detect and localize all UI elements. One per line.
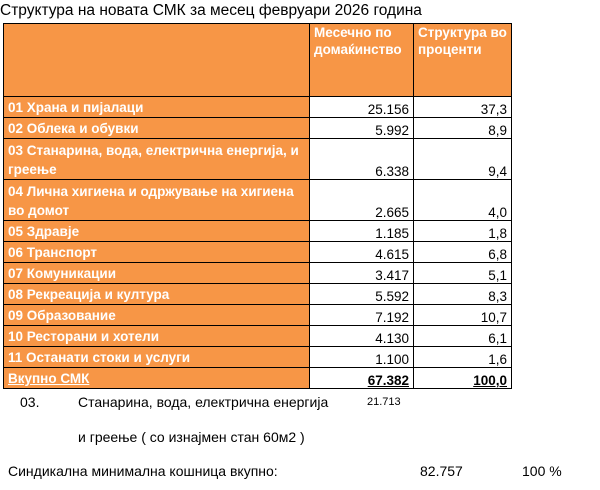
table-row: 09 Образование 7.192 10,7 [3, 304, 512, 326]
page-title: Структура на новата СМК за месец февруар… [0, 2, 422, 19]
note-line-2: и греење ( со изнајмен стан 60м2 ) [78, 429, 305, 445]
row-label: 09 Образование [3, 304, 310, 326]
row-percent: 9,4 [413, 138, 512, 180]
row-value: 4.615 [309, 241, 414, 263]
table-row: 04 Лична хигиена и одржување на хигиена … [3, 179, 512, 221]
total-value: 67.382 [309, 367, 414, 389]
table-row: 10 Ресторани и хотели 4.130 6,1 [3, 325, 512, 347]
row-percent: 8,9 [413, 117, 512, 139]
row-percent: 8,3 [413, 283, 512, 305]
header-blank-cell [3, 23, 310, 97]
row-percent: 6,8 [413, 241, 512, 263]
row-label: 11 Останати стоки и услуги [3, 346, 310, 368]
row-percent: 4,0 [413, 179, 512, 221]
total-percent: 100,0 [413, 367, 512, 389]
row-percent: 1,8 [413, 220, 512, 242]
row-percent: 37,3 [413, 96, 512, 118]
row-value: 2.665 [309, 179, 414, 221]
table-row: 01 Храна и пијалаци 25.156 37,3 [3, 96, 512, 118]
table-total-row: Вкупно СМК 67.382 100,0 [3, 367, 512, 389]
table-row: 05 Здравје 1.185 1,8 [3, 220, 512, 242]
row-label: 04 Лична хигиена и одржување на хигиена … [3, 179, 310, 221]
table-row: 06 Транспорт 4.615 6,8 [3, 241, 512, 263]
table-row: 02 Облека и обувки 5.992 8,9 [3, 117, 512, 139]
smk-structure-table: Месечно по домаќинство Структура во проц… [3, 23, 512, 389]
row-label: 10 Ресторани и хотели [3, 325, 310, 347]
row-value: 6.338 [309, 138, 414, 180]
row-label: 05 Здравје [3, 220, 310, 242]
table-row: 03 Станарина, вода, електрична енергија,… [3, 138, 512, 180]
table-header-row: Месечно по домаќинство Структура во проц… [3, 23, 512, 97]
row-label: 07 Комуникации [3, 262, 310, 284]
row-value: 5.992 [309, 117, 414, 139]
header-monthly-household: Месечно по домаќинство [309, 23, 414, 97]
table-row: 08 Рекреација и култура 5.592 8,3 [3, 283, 512, 305]
note-line-1: Станарина, вода, електрична енергија [78, 394, 329, 410]
row-percent: 6,1 [413, 325, 512, 347]
row-percent: 10,7 [413, 304, 512, 326]
row-value: 4.130 [309, 325, 414, 347]
table-row: 07 Комуникации 3.417 5,1 [3, 262, 512, 284]
note-number: 03. [20, 394, 40, 410]
row-value: 25.156 [309, 96, 414, 118]
row-label: 01 Храна и пијалаци [3, 96, 310, 118]
summary-label: Синдикална минимална кошница вкупно: [8, 463, 278, 479]
summary-percent: 100 % [522, 463, 562, 479]
total-label: Вкупно СМК [3, 367, 310, 389]
row-value: 5.592 [309, 283, 414, 305]
row-value: 1.185 [309, 220, 414, 242]
table-row: 11 Останати стоки и услуги 1.100 1,6 [3, 346, 512, 368]
row-value: 3.417 [309, 262, 414, 284]
row-label: 03 Станарина, вода, електрична енергија,… [3, 138, 310, 180]
header-structure-percent: Структура во проценти [413, 23, 512, 97]
row-percent: 5,1 [413, 262, 512, 284]
row-label: 02 Облека и обувки [3, 117, 310, 139]
row-percent: 1,6 [413, 346, 512, 368]
row-value: 1.100 [309, 346, 414, 368]
row-label: 06 Транспорт [3, 241, 310, 263]
note-value: 21.713 [367, 396, 401, 408]
row-label: 08 Рекреација и култура [3, 283, 310, 305]
summary-value: 82.757 [420, 463, 463, 479]
row-value: 7.192 [309, 304, 414, 326]
